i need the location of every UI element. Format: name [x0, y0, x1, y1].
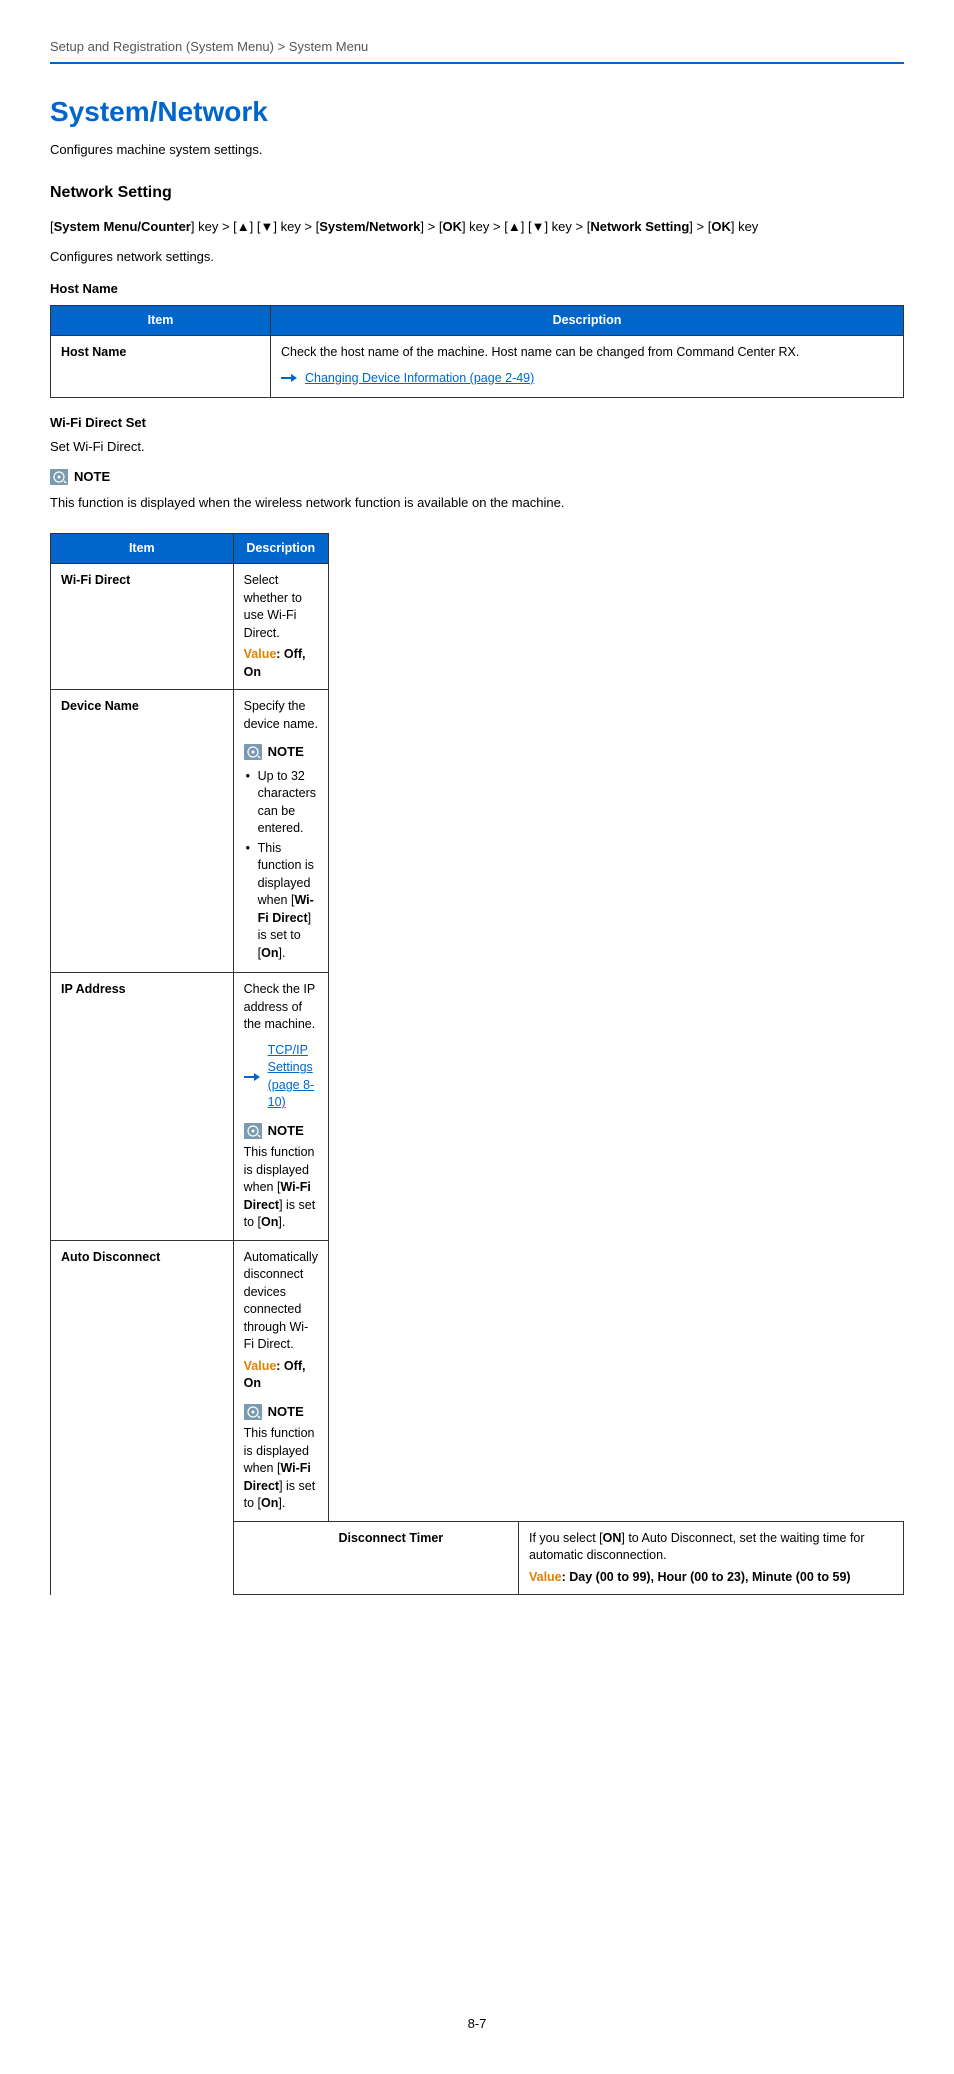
ip-address-desc-cell: Check the IP address of the machine. TCP…	[233, 973, 328, 1241]
value-label: Value	[244, 647, 277, 661]
value-label: Value	[529, 1570, 562, 1584]
page-number: 8-7	[50, 2015, 904, 2033]
note-icon	[244, 1404, 262, 1420]
hostname-table: Item Description Host Name Check the hos…	[50, 305, 904, 398]
hostname-link[interactable]: Changing Device Information (page 2-49)	[305, 370, 534, 388]
value-label: Value	[244, 1359, 277, 1373]
disconnect-timer-item: Disconnect Timer	[328, 1521, 518, 1595]
wifi-direct-value: Value: Off, On	[244, 646, 318, 681]
note-icon	[50, 469, 68, 485]
list-item: This function is displayed when [Wi-Fi D…	[244, 840, 318, 963]
ip-address-item: IP Address	[51, 973, 234, 1241]
hostname-link-row: Changing Device Information (page 2-49)	[281, 370, 534, 388]
disconnect-timer-value: Value: Day (00 to 99), Hour (00 to 23), …	[529, 1569, 893, 1587]
table-header-item: Item	[51, 533, 234, 564]
note-label: NOTE	[268, 743, 304, 761]
value-text: : Day (00 to 99), Hour (00 to 23), Minut…	[562, 1570, 851, 1584]
ip-link[interactable]: TCP/IP Settings (page 8-10)	[268, 1042, 318, 1112]
list-item: Up to 32 characters can be entered.	[244, 768, 318, 838]
wifi-set-text: Set Wi-Fi Direct.	[50, 438, 904, 456]
note-label: NOTE	[268, 1403, 304, 1421]
note-label: NOTE	[74, 468, 110, 486]
table-row: Host Name Check the host name of the mac…	[51, 336, 904, 398]
device-name-desc-cell: Specify the device name. NOTE Up to 32 c…	[233, 690, 328, 973]
device-name-desc: Specify the device name.	[244, 698, 318, 733]
table-header-desc: Description	[233, 533, 328, 564]
table-header-desc: Description	[271, 305, 904, 336]
ip-address-desc: Check the IP address of the machine.	[244, 981, 318, 1034]
auto-note-text: This function is displayed when [Wi-Fi D…	[244, 1425, 318, 1513]
table-header-item: Item	[51, 305, 271, 336]
note-header: NOTE	[50, 468, 110, 486]
note-text: This function is displayed when the wire…	[50, 494, 904, 512]
page-title: System/Network	[50, 92, 904, 131]
wifi-table: Item Description Wi-Fi Direct Select whe…	[50, 533, 904, 1596]
wifi-direct-item: Wi-Fi Direct	[51, 564, 234, 690]
device-name-item: Device Name	[51, 690, 234, 973]
note-header: NOTE	[244, 743, 304, 761]
table-row: Wi-Fi Direct Select whether to use Wi-Fi…	[51, 564, 904, 690]
ip-note-text: This function is displayed when [Wi-Fi D…	[244, 1144, 318, 1232]
hostname-desc: Check the host name of the machine. Host…	[281, 344, 893, 362]
hostname-title: Host Name	[50, 280, 904, 298]
note-header: NOTE	[244, 1122, 304, 1140]
wifi-direct-desc-cell: Select whether to use Wi-Fi Direct. Valu…	[233, 564, 328, 690]
nav-path: [System Menu/Counter] key > [▲] [▼] key …	[50, 218, 904, 236]
indent-spacer	[233, 1521, 328, 1595]
hostname-desc-cell: Check the host name of the machine. Host…	[271, 336, 904, 398]
table-row: IP Address Check the IP address of the m…	[51, 973, 904, 1241]
note-block: NOTE	[50, 468, 904, 490]
breadcrumb: Setup and Registration (System Menu) > S…	[50, 38, 904, 64]
auto-disconnect-desc-cell: Automatically disconnect devices connect…	[233, 1240, 328, 1521]
device-name-bullets: Up to 32 characters can be entered.This …	[244, 768, 318, 963]
arrow-icon	[244, 1072, 260, 1082]
auto-disconnect-item: Auto Disconnect	[51, 1240, 234, 1595]
note-label: NOTE	[268, 1122, 304, 1140]
auto-disconnect-desc: Automatically disconnect devices connect…	[244, 1249, 318, 1354]
ip-link-row: TCP/IP Settings (page 8-10)	[244, 1042, 318, 1112]
table-row: Device Name Specify the device name. NOT…	[51, 690, 904, 973]
note-icon	[244, 744, 262, 760]
table-row: Auto Disconnect Automatically disconnect…	[51, 1240, 904, 1521]
wifi-title: Wi-Fi Direct Set	[50, 414, 904, 432]
arrow-icon	[281, 373, 297, 383]
hostname-item: Host Name	[51, 336, 271, 398]
intro-text: Configures machine system settings.	[50, 141, 904, 159]
sub-intro: Configures network settings.	[50, 248, 904, 266]
auto-disconnect-value: Value: Off, On	[244, 1358, 318, 1393]
section-title: Network Setting	[50, 182, 904, 204]
note-icon	[244, 1123, 262, 1139]
wifi-direct-desc: Select whether to use Wi-Fi Direct.	[244, 572, 318, 642]
disconnect-timer-desc: If you select [ON] to Auto Disconnect, s…	[529, 1530, 893, 1565]
disconnect-timer-desc-cell: If you select [ON] to Auto Disconnect, s…	[518, 1521, 903, 1595]
note-header: NOTE	[244, 1403, 304, 1421]
